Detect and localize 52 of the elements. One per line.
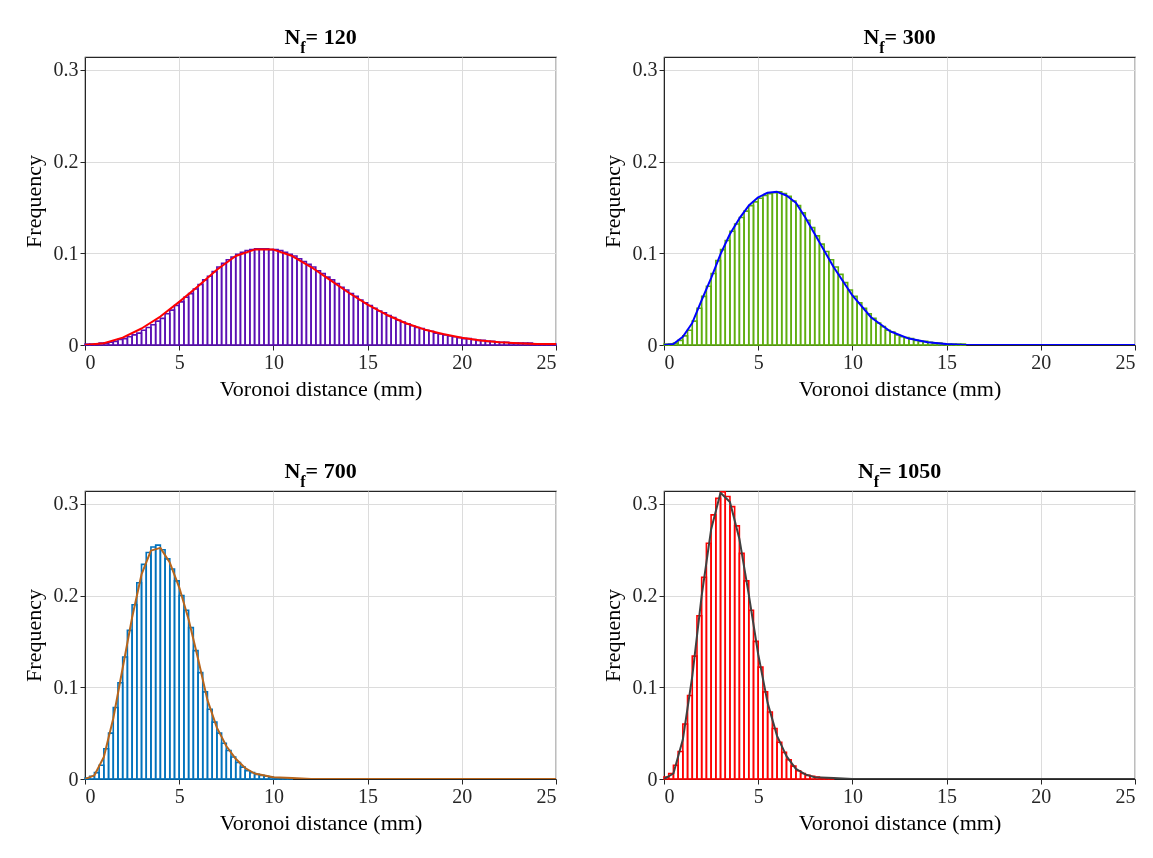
x-tick-label: 10 bbox=[842, 784, 863, 807]
x-tick-label: 10 bbox=[842, 350, 863, 373]
x-tick-label: 15 bbox=[937, 350, 958, 373]
x-tick-label: 20 bbox=[452, 350, 473, 373]
y-tick-label: 0.1 bbox=[53, 241, 79, 264]
y-tick-label: 0.2 bbox=[53, 150, 79, 173]
y-tick-label: 0.3 bbox=[53, 58, 79, 81]
x-tick-label: 25 bbox=[1115, 784, 1136, 807]
chart-title: N$_{f}$= 1050 bbox=[857, 458, 942, 490]
x-axis-title: Voronoi distance (mm) bbox=[798, 375, 1002, 401]
x-tick-label: 15 bbox=[358, 784, 379, 807]
y-axis-title: Frequency bbox=[20, 155, 46, 248]
y-tick-label: 0.1 bbox=[632, 675, 658, 698]
y-tick-label: 0.2 bbox=[632, 584, 658, 607]
y-tick-label: 0 bbox=[647, 333, 658, 356]
x-tick-label: 5 bbox=[753, 350, 764, 373]
y-tick-label: 0.2 bbox=[53, 584, 79, 607]
x-tick-label: 20 bbox=[452, 784, 473, 807]
x-tick-label: 20 bbox=[1031, 784, 1052, 807]
y-axis-title: Frequency bbox=[20, 589, 46, 682]
x-tick-label: 0 bbox=[85, 784, 96, 807]
x-tick-label: 5 bbox=[174, 784, 185, 807]
y-axis-title: Frequency bbox=[599, 589, 625, 682]
y-tick-label: 0.3 bbox=[632, 492, 658, 515]
y-tick-label: 0.1 bbox=[632, 241, 658, 264]
x-tick-label: 5 bbox=[174, 350, 185, 373]
x-tick-label: 20 bbox=[1031, 350, 1052, 373]
x-tick-label: 5 bbox=[753, 784, 764, 807]
chart-title: N$_{f}$= 120 bbox=[284, 24, 357, 56]
x-tick-label: 10 bbox=[263, 350, 284, 373]
x-tick-label: 25 bbox=[536, 784, 557, 807]
y-tick-label: 0 bbox=[68, 333, 79, 356]
y-axis-title: Frequency bbox=[599, 155, 625, 248]
x-tick-label: 15 bbox=[937, 784, 958, 807]
y-tick-label: 0 bbox=[68, 767, 79, 790]
x-tick-label: 0 bbox=[85, 350, 96, 373]
x-axis-title: Voronoi distance (mm) bbox=[219, 809, 423, 835]
y-tick-label: 0.3 bbox=[632, 58, 658, 81]
x-tick-label: 15 bbox=[358, 350, 379, 373]
x-tick-label: 25 bbox=[536, 350, 557, 373]
y-tick-label: 0 bbox=[647, 767, 658, 790]
x-tick-label: 0 bbox=[664, 784, 675, 807]
x-axis-title: Voronoi distance (mm) bbox=[219, 375, 423, 401]
chart-title: N$_{f}$= 700 bbox=[284, 458, 357, 490]
y-tick-label: 0.2 bbox=[632, 150, 658, 173]
x-tick-label: 25 bbox=[1115, 350, 1136, 373]
x-tick-label: 10 bbox=[263, 784, 284, 807]
y-tick-label: 0.1 bbox=[53, 675, 79, 698]
chart-title: N$_{f}$= 300 bbox=[863, 24, 936, 56]
x-axis-title: Voronoi distance (mm) bbox=[798, 809, 1002, 835]
x-tick-label: 0 bbox=[664, 350, 675, 373]
y-tick-label: 0.3 bbox=[53, 492, 79, 515]
